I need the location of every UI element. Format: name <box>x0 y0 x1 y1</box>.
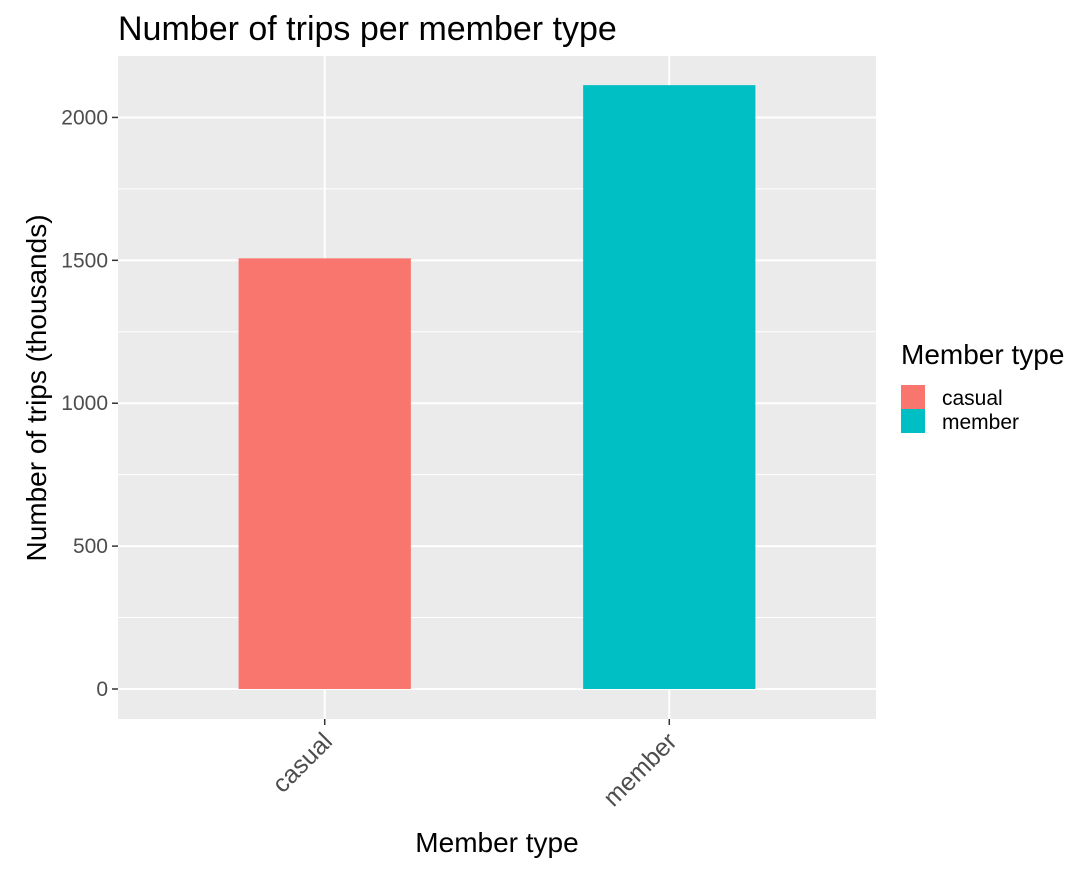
y-axis-title: Number of trips (thousands) <box>21 214 52 561</box>
chart-title: Number of trips per member type <box>118 10 617 48</box>
legend-label-casual: casual <box>942 387 1003 410</box>
legend-title: Member type <box>901 339 1064 370</box>
y-tick-label: 1500 <box>61 249 108 272</box>
bar-member <box>583 85 756 689</box>
legend-swatch-member <box>901 409 925 433</box>
bar-casual <box>238 258 411 689</box>
y-tick-label: 500 <box>73 535 108 558</box>
x-axis: casual member <box>267 719 683 812</box>
bars-layer <box>238 85 756 689</box>
y-tick-label: 0 <box>96 678 108 701</box>
y-tick-label: 2000 <box>61 106 108 129</box>
plot-panel <box>118 56 876 719</box>
legend-swatch-casual <box>901 385 925 409</box>
y-axis: 0 500 1000 1500 2000 <box>61 106 118 701</box>
legend-label-member: member <box>942 411 1019 434</box>
y-tick-label: 1000 <box>61 392 108 415</box>
x-tick-label-member: member <box>598 727 683 812</box>
x-axis-title: Member type <box>415 827 578 858</box>
x-tick-label-casual: casual <box>267 727 338 798</box>
